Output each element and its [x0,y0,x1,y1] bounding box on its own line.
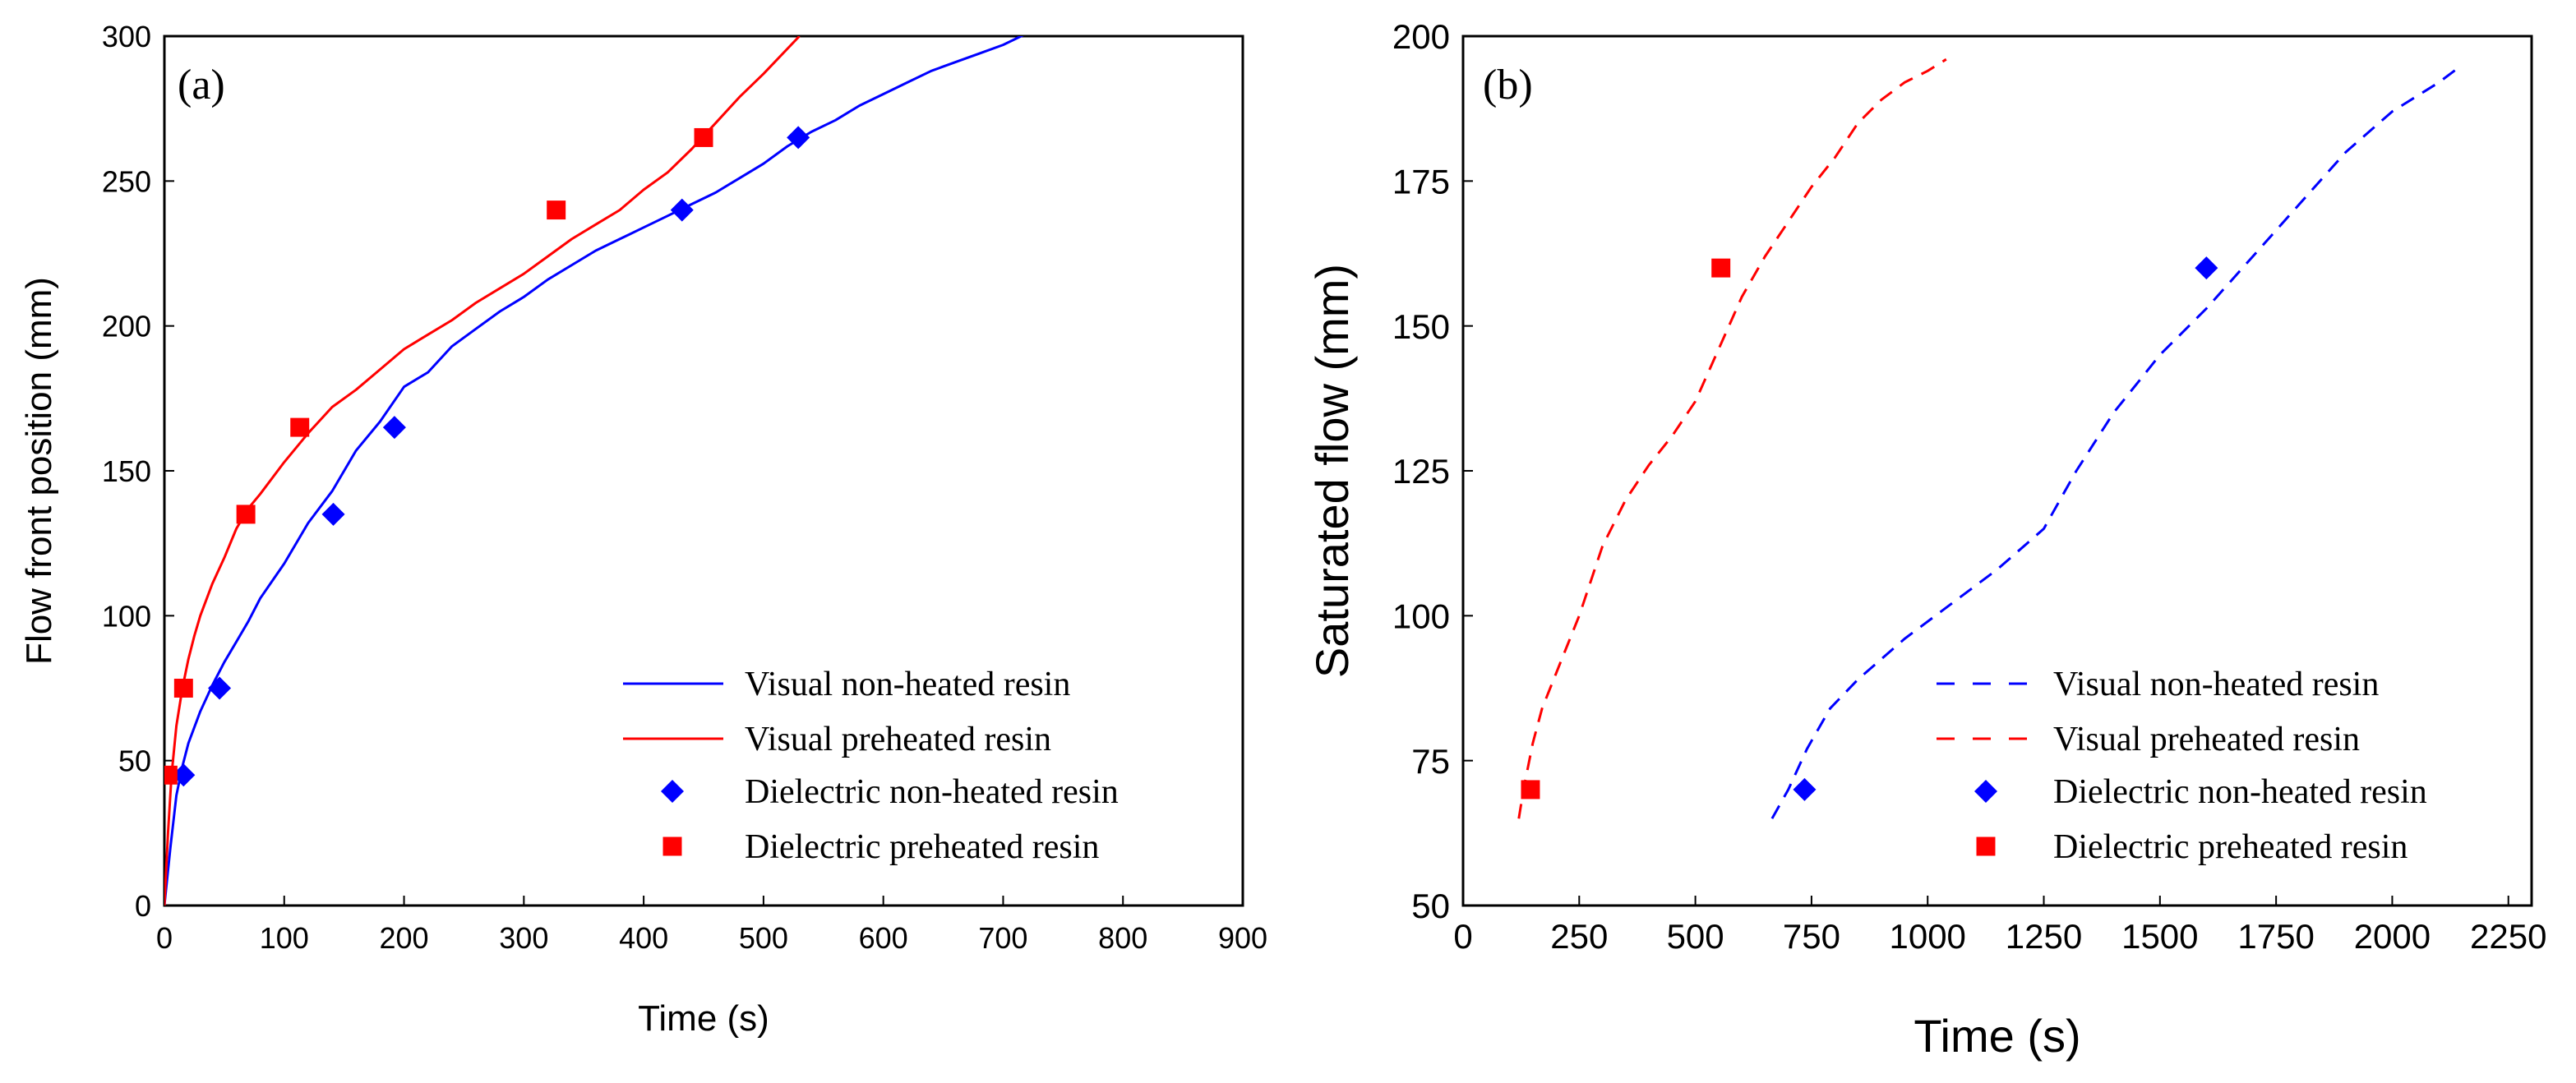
series-line-visual-preheated-resin [1517,58,1947,819]
x-tick-label: 750 [1783,917,1840,956]
legend-label-visual-non-heated-resin: Visual non-heated resin [2053,666,2379,703]
data-point-dielectric-non-heated-resin [172,763,196,787]
y-tick-label: 150 [102,454,151,488]
y-axis-title: Flow front position (mm) [19,277,59,665]
x-tick-label: 500 [739,921,788,955]
x-tick-label: 0 [156,921,173,955]
legend-marker-dielectric-non-heated-resin [661,780,684,803]
data-point-dielectric-preheated-resin [290,417,310,437]
x-tick-label: 2250 [2470,917,2546,956]
plot-frame [163,35,1244,907]
legend-marker-dielectric-preheated-resin [662,836,682,856]
data-point-dielectric-preheated-resin [173,679,193,698]
x-tick-label: 500 [1667,917,1724,956]
legend-label-visual-non-heated-resin: Visual non-heated resin [745,666,1070,703]
x-tick-label: 1500 [2121,917,2198,956]
x-tick-label: 1750 [2237,917,2314,956]
x-tick-label: 400 [619,921,668,955]
data-point-dielectric-non-heated-resin [321,502,345,526]
x-tick-label: 1000 [1889,917,1965,956]
data-point-dielectric-non-heated-resin [382,416,406,440]
x-tick-label: 700 [978,921,1027,955]
legend-label-dielectric-preheated-resin: Dielectric preheated resin [2053,828,2407,866]
data-point-dielectric-preheated-resin [694,127,713,147]
y-tick-label: 175 [1392,162,1450,200]
plot-area [164,36,1024,906]
data-point-dielectric-non-heated-resin [208,676,232,700]
x-tick-label: 100 [260,921,309,955]
y-tick-label: 100 [1392,597,1450,635]
data-point-dielectric-non-heated-resin [787,126,810,150]
legend-marker-dielectric-non-heated-resin [1974,780,1997,803]
y-tick-label: 300 [102,20,151,53]
x-tick-label: 300 [499,921,548,955]
data-point-dielectric-preheated-resin [164,765,178,785]
series-line-visual-non-heated-resin [164,36,1024,906]
y-tick-label: 100 [102,599,151,633]
data-point-dielectric-non-heated-resin [670,198,694,222]
y-tick-label: 50 [1411,887,1450,925]
panel-a: 0 100 200 300 400 500 600 700 800 900 0 50 100 150 200… [19,20,1267,1039]
legend: Visual non-heated resin Visual preheated … [623,666,1119,866]
legend-label-dielectric-non-heated-resin: Dielectric non-heated resin [2053,773,2427,811]
y-tick-label: 250 [102,164,151,198]
x-tick-label: 600 [859,921,908,955]
legend-label-visual-preheated-resin: Visual preheated resin [745,721,1051,758]
x-axis-title: Time (s) [638,998,769,1039]
legend-label-dielectric-preheated-resin: Dielectric preheated resin [745,828,1099,866]
y-axis-title: Saturated flow (mm) [1306,264,1358,678]
x-tick-label: 200 [380,921,429,955]
data-point-dielectric-preheated-resin [547,200,566,220]
plot-area [1517,58,2463,819]
y-tick-label: 150 [1392,307,1450,346]
panel-label: (a) [178,62,225,108]
legend-marker-dielectric-preheated-resin [1976,836,1996,856]
panel-b: 0 250 500 750 1000 1250 1500 1750 2000 2250 50 75 10… [1306,17,2546,1062]
y-tick-label: 75 [1411,742,1450,781]
x-tick-label: 800 [1098,921,1147,955]
y-tick-label: 125 [1392,452,1450,491]
x-tick-label: 1250 [2006,917,2082,956]
panel-label: (b) [1483,62,1533,108]
x-axis-title: Time (s) [1914,1010,2080,1062]
data-point-dielectric-preheated-resin [1711,258,1731,278]
x-tick-label: 2000 [2354,917,2431,956]
legend-label-dielectric-non-heated-resin: Dielectric non-heated resin [745,773,1119,811]
data-point-dielectric-preheated-resin [1521,780,1540,800]
y-tick-label: 200 [1392,17,1450,56]
x-tick-label: 900 [1218,921,1267,955]
legend-label-visual-preheated-resin: Visual preheated resin [2053,721,2360,758]
y-tick-label: 200 [102,310,151,343]
series-line-visual-non-heated-resin [1770,64,2463,819]
y-tick-label: 50 [118,744,151,778]
legend: Visual non-heated resin Visual preheated … [1937,666,2427,866]
series-line-visual-preheated-resin [164,36,801,906]
x-tick-label: 250 [1550,917,1608,956]
y-tick-label: 0 [135,889,151,923]
x-tick-label: 0 [1453,917,1472,956]
plot-frame [1461,35,2533,907]
data-point-dielectric-non-heated-resin [1793,777,1817,801]
data-point-dielectric-preheated-resin [236,505,256,524]
data-point-dielectric-non-heated-resin [2195,256,2218,280]
